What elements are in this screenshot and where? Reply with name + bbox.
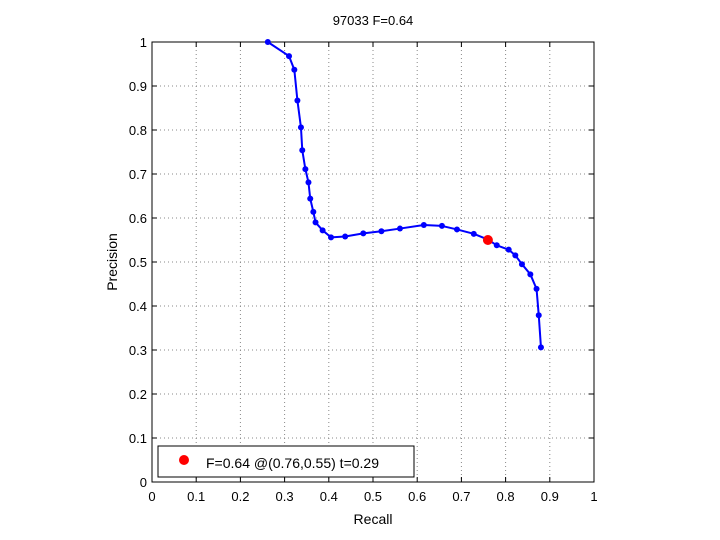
y-tick-label: 0.9	[129, 79, 147, 94]
data-point	[537, 344, 544, 351]
x-tick-label: 0.6	[408, 489, 426, 504]
data-point	[512, 252, 519, 259]
y-tick-label: 0.6	[129, 211, 147, 226]
data-point	[302, 166, 309, 173]
data-point	[518, 261, 525, 268]
y-tick-label: 0.2	[129, 387, 147, 402]
data-point	[493, 242, 500, 249]
x-axis-label: Recall	[354, 511, 393, 527]
data-point	[319, 227, 326, 234]
data-point	[527, 271, 534, 278]
data-point	[299, 147, 306, 154]
data-point	[420, 222, 427, 229]
y-tick-label: 1	[140, 35, 147, 50]
data-point	[505, 246, 512, 253]
x-tick-label: 0.4	[320, 489, 338, 504]
data-point	[535, 312, 542, 319]
data-point	[378, 228, 385, 235]
y-tick-label: 0	[140, 475, 147, 490]
data-point	[264, 39, 271, 45]
x-tick-label: 0.9	[541, 489, 559, 504]
legend: F=0.64 @(0.76,0.55) t=0.29	[157, 445, 415, 478]
series-precision-recall	[264, 39, 544, 351]
data-point	[438, 222, 445, 229]
legend-marker-icon	[179, 455, 189, 465]
data-point	[360, 230, 367, 237]
y-tick-label: 0.7	[129, 167, 147, 182]
y-tick-label: 0.1	[129, 431, 147, 446]
legend-box	[157, 445, 415, 478]
y-tick-label: 0.3	[129, 343, 147, 358]
y-tick-label: 0.8	[129, 123, 147, 138]
data-point	[312, 219, 319, 226]
x-tick-label: 0.1	[187, 489, 205, 504]
data-point	[294, 97, 301, 104]
y-tick-label: 0.5	[129, 255, 147, 270]
x-tick-label: 1	[590, 489, 597, 504]
data-point	[307, 195, 314, 202]
x-tick-label: 0.7	[452, 489, 470, 504]
x-tick-label: 0.3	[276, 489, 294, 504]
x-tick-label: 0	[148, 489, 155, 504]
x-tick-label: 0.5	[364, 489, 382, 504]
chart-title: 97033 F=0.64	[333, 13, 414, 28]
axis-ticks: 0 0.1 0.2 0.3 0.4 0.5 0.6 0.7 0.8 0.9 1 0 0.1 0.2 0.3 0…	[129, 35, 598, 504]
data-point	[342, 233, 349, 240]
y-tick-label: 0.4	[129, 299, 147, 314]
data-point	[310, 208, 317, 215]
data-point	[328, 234, 335, 241]
data-point	[396, 225, 403, 232]
best-f-marker	[482, 235, 493, 245]
legend-entry-label: F=0.64 @(0.76,0.55) t=0.29	[206, 455, 379, 471]
data-point	[297, 124, 304, 131]
data-point	[470, 230, 477, 237]
best-f-point	[482, 235, 493, 245]
data-point	[453, 226, 460, 233]
data-point	[286, 53, 293, 60]
x-tick-label: 0.2	[231, 489, 249, 504]
x-tick-label: 0.8	[497, 489, 515, 504]
data-point	[291, 66, 298, 73]
data-point	[533, 285, 540, 292]
data-point	[305, 179, 312, 186]
grid	[152, 42, 594, 482]
y-axis-label: Precision	[104, 233, 120, 291]
